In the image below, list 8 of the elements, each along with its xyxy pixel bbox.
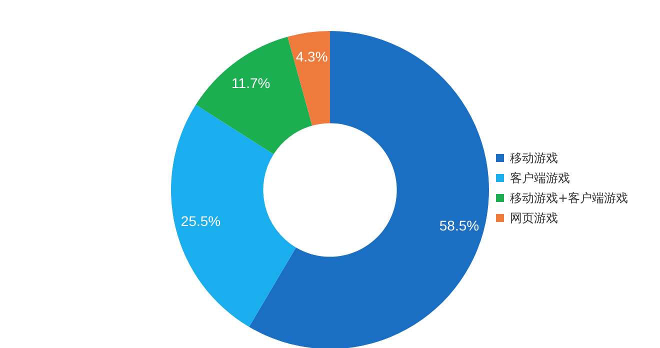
data-label: 25.5% (180, 213, 221, 230)
legend-label: 移动游戏+客户端游戏 (510, 191, 628, 205)
data-label: 58.5% (439, 217, 480, 234)
legend-label: 客户端游戏 (510, 171, 570, 185)
data-label: 11.7% (232, 75, 270, 92)
legend-label: 移动游戏 (510, 151, 558, 165)
legend-label: 网页游戏 (510, 211, 558, 225)
data-label: 4.3% (296, 48, 328, 64)
